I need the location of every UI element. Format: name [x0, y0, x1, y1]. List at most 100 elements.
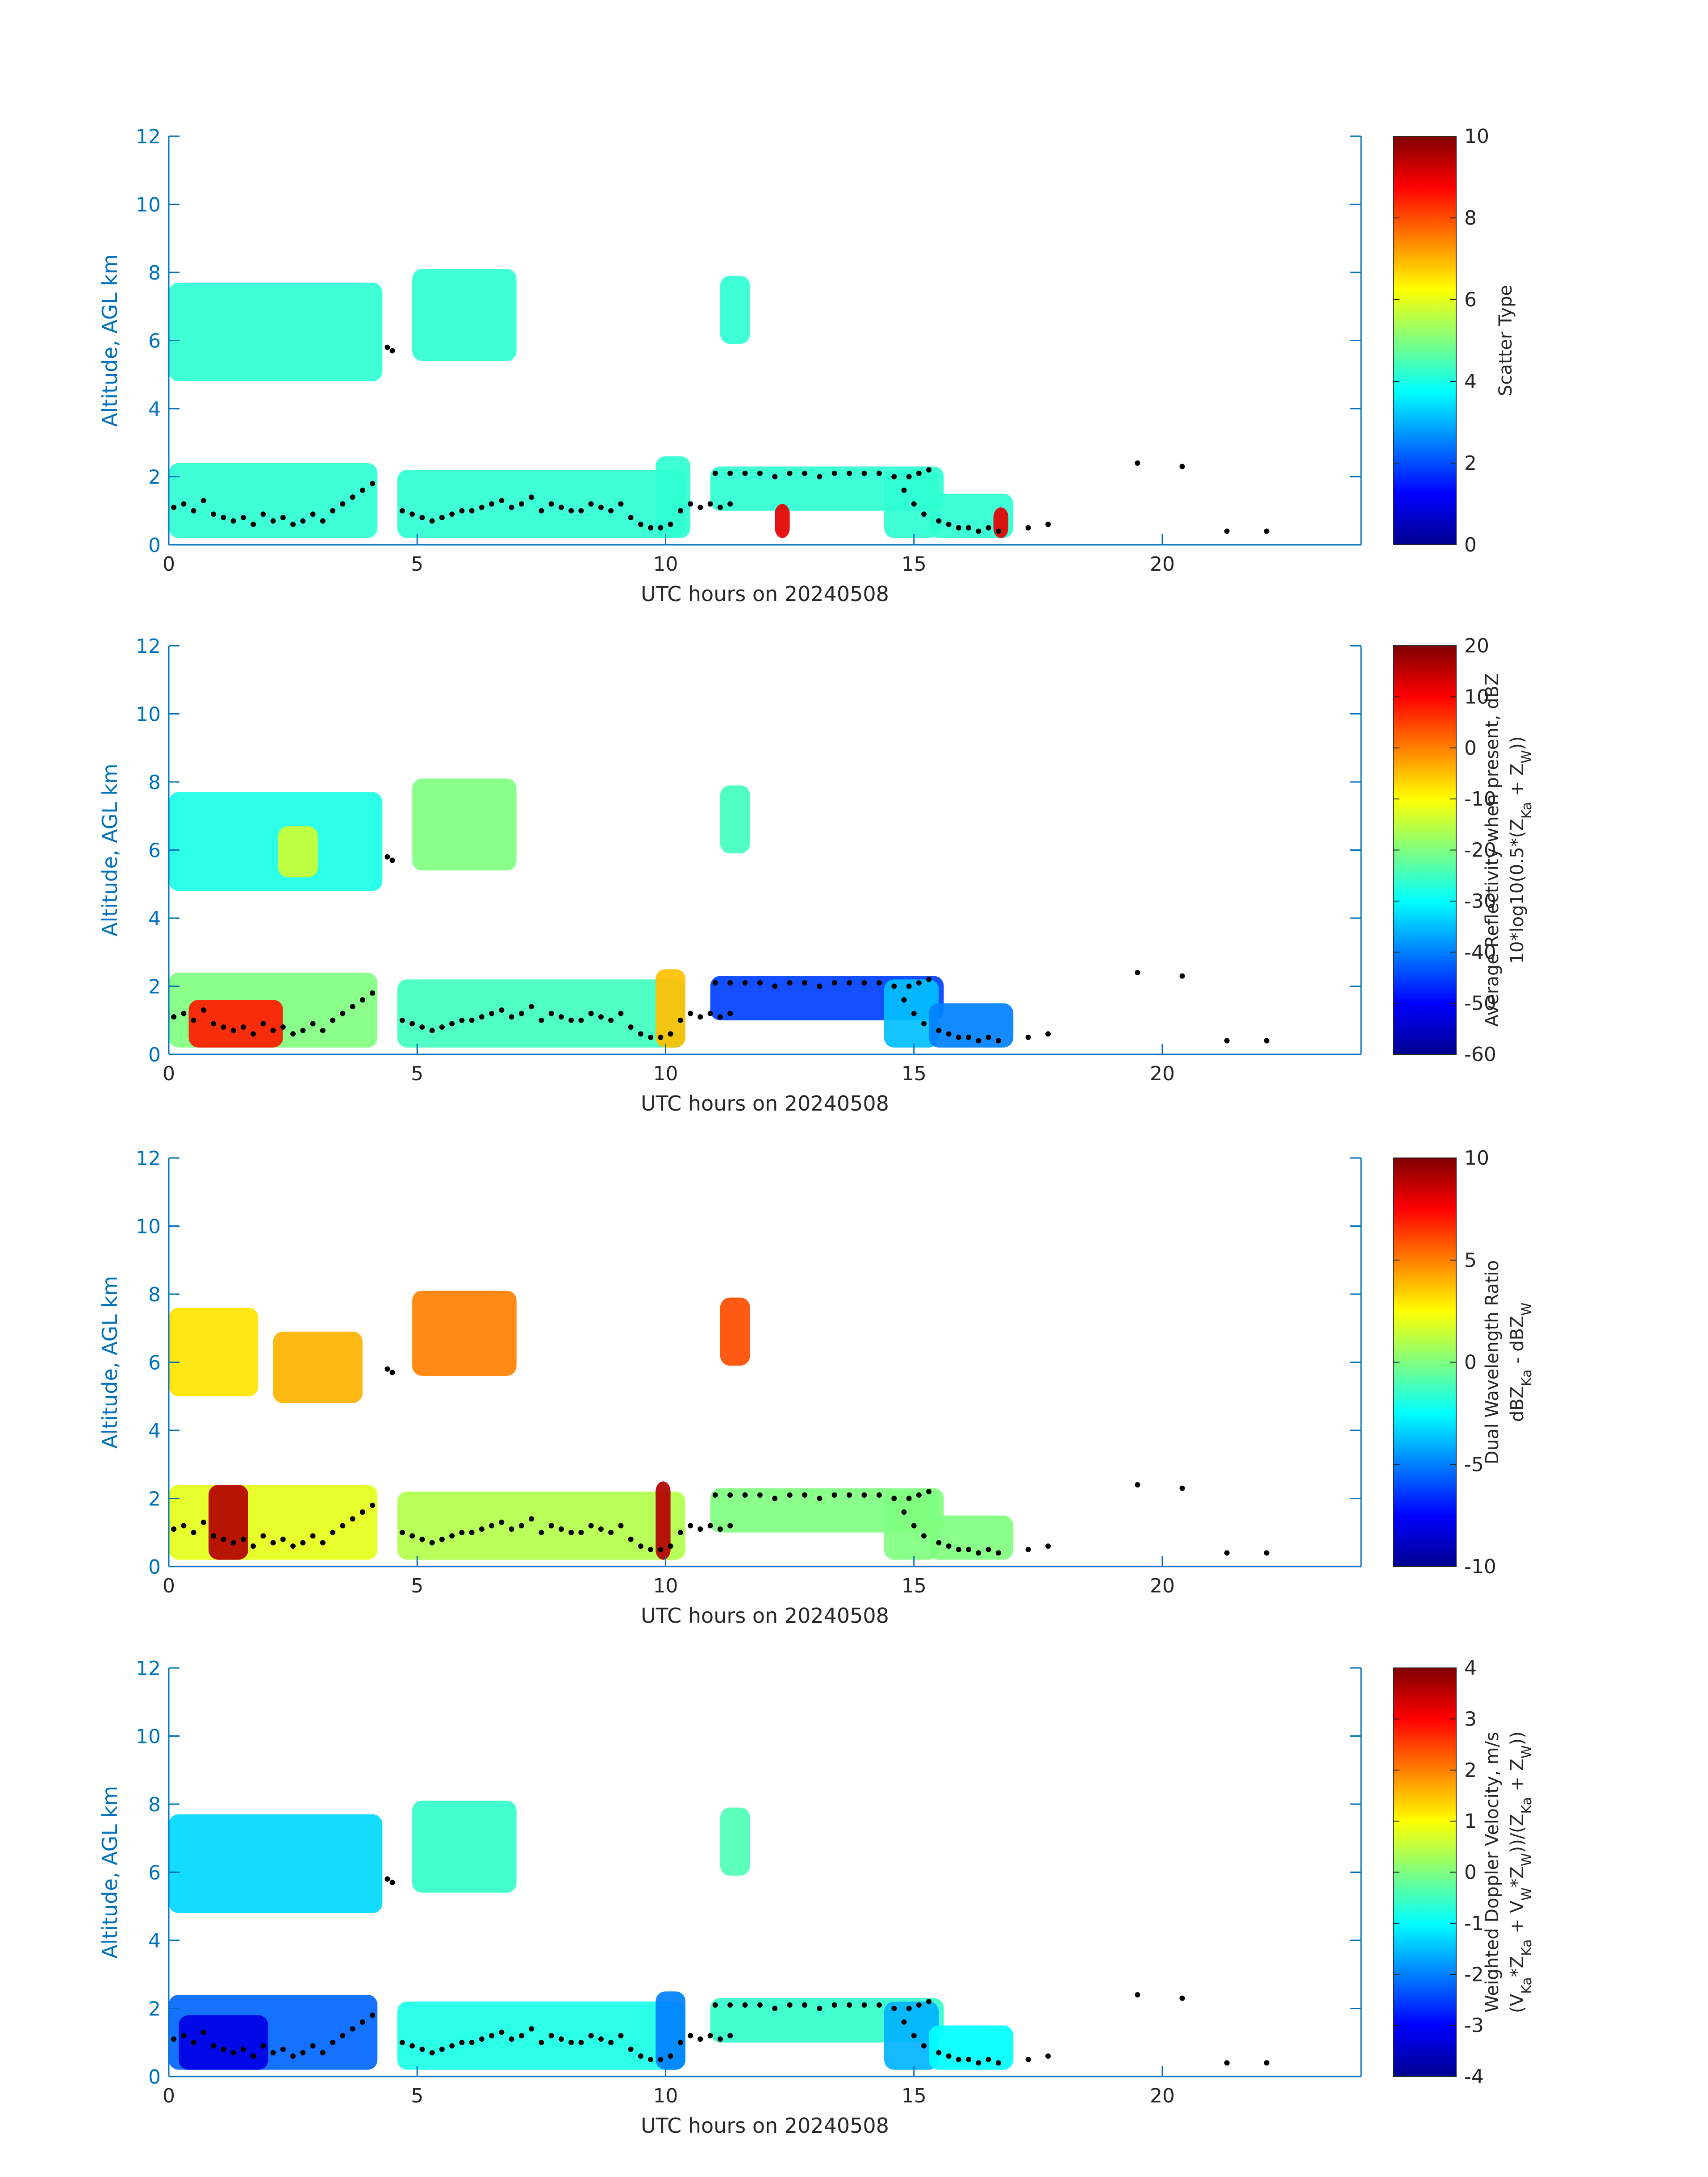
colorbar-tick-label: 10 — [1464, 125, 1489, 148]
y-tick-label: 4 — [148, 907, 161, 930]
cloud-region — [720, 1297, 750, 1366]
cloud-base-marker — [772, 474, 778, 480]
cloud-base-marker — [817, 2006, 823, 2011]
cloud-base-marker — [802, 2002, 807, 2008]
cloud-base-marker — [926, 1999, 932, 2005]
cloud-base-marker — [995, 2060, 1001, 2066]
cloud-region — [412, 778, 517, 871]
x-tick-label: 20 — [1150, 2085, 1175, 2107]
cloud-base-marker — [568, 508, 574, 514]
cloud-base-marker — [688, 501, 693, 507]
y-tick-label: 0 — [148, 2066, 161, 2089]
y-tick-label: 4 — [148, 398, 161, 421]
cloud-base-marker — [280, 2047, 286, 2052]
cloud-base-marker — [1179, 464, 1185, 469]
x-tick-label: 10 — [653, 553, 678, 576]
cloud-base-marker — [976, 528, 981, 534]
cloud-base-marker — [221, 515, 226, 520]
cloud-base-marker — [618, 501, 624, 507]
cloud-base-marker — [211, 511, 217, 517]
cloud-base-marker — [861, 980, 867, 986]
cloud-base-marker — [548, 1523, 554, 1529]
cloud-base-marker — [384, 854, 390, 860]
cloud-base-marker — [370, 1502, 376, 1508]
cloud-base-marker — [911, 501, 917, 507]
cloud-base-marker — [911, 1011, 917, 1016]
cloud-region — [929, 493, 1014, 538]
cloud-base-marker — [518, 1523, 524, 1529]
x-tick-label: 15 — [902, 1062, 927, 1085]
x-tick-label: 5 — [411, 553, 423, 576]
y-tick-label: 12 — [136, 635, 161, 658]
cloud-region — [209, 1485, 248, 1560]
cloud-base-marker — [966, 1034, 972, 1040]
x-tick-label: 0 — [163, 553, 175, 576]
cloud-base-marker — [230, 1540, 236, 1546]
x-tick-label: 5 — [411, 1062, 423, 1085]
cloud-base-marker — [320, 518, 326, 524]
colorbar-tick-label: -5 — [1464, 1453, 1484, 1476]
cloud-base-marker — [1045, 522, 1051, 527]
cloud-base-marker — [529, 2026, 535, 2032]
cloud-base-marker — [688, 1011, 693, 1016]
colorbar-tick-label: -60 — [1464, 1043, 1496, 1066]
cloud-base-marker — [946, 2053, 952, 2059]
x-tick-label: 15 — [902, 553, 927, 576]
cloud-base-marker — [310, 2043, 316, 2049]
cloud-base-marker — [558, 1014, 564, 1020]
cloud-base-marker — [419, 1537, 425, 1542]
cloud-base-marker — [489, 2033, 495, 2039]
cloud-base-marker — [608, 2039, 614, 2045]
x-tick-label: 10 — [653, 1575, 678, 1597]
cloud-base-marker — [230, 518, 236, 524]
cloud-base-marker — [668, 522, 673, 527]
y-tick-labels: 0 2 4 6 8 10 12 — [136, 1147, 1361, 1579]
cloud-base-marker — [459, 1017, 465, 1023]
cloud-base-marker — [628, 1537, 634, 1542]
cloud-base-marker — [499, 1007, 505, 1013]
cloud-base-marker — [1264, 1038, 1270, 1044]
cloud-base-marker — [439, 515, 445, 520]
y-tick-label: 2 — [148, 466, 161, 489]
cloud-base-marker — [280, 1537, 286, 1542]
cloud-region — [929, 1515, 1014, 1560]
cloud-base-marker — [270, 518, 276, 524]
cloud-base-marker — [499, 1519, 505, 1525]
cloud-base-marker — [901, 2019, 907, 2025]
cloud-base-marker — [916, 980, 922, 986]
cloud-base-marker — [290, 2053, 296, 2059]
cloud-base-marker — [499, 497, 505, 503]
x-axis-label: UTC hours on 20240508 — [641, 1604, 889, 1628]
cloud-base-marker — [509, 1014, 514, 1020]
cloud-base-marker — [270, 1028, 276, 1033]
cloud-base-marker — [901, 1509, 907, 1515]
cloud-base-marker — [986, 1546, 991, 1552]
colorbar-label: Scatter Type — [1495, 285, 1516, 396]
cloud-region — [169, 1814, 383, 1913]
cloud-base-marker — [419, 515, 425, 520]
colorbar-tick-label: 2 — [1464, 1759, 1477, 1782]
cloud-base-marker — [986, 525, 991, 531]
cloud-base-marker — [986, 1034, 991, 1040]
cloud-base-marker — [742, 1492, 748, 1498]
cloud-base-marker — [1025, 2056, 1031, 2062]
cloud-base-marker — [588, 1523, 594, 1529]
cloud-base-marker — [529, 494, 535, 500]
cloud-base-marker — [459, 508, 465, 514]
colorbar-tick-label: -3 — [1464, 2014, 1484, 2037]
cloud-base-marker — [668, 2053, 673, 2059]
plot-area — [169, 1801, 1270, 2070]
cloud-base-marker — [677, 1017, 683, 1023]
cloud-base-marker — [429, 1028, 435, 1033]
cloud-base-marker — [350, 494, 355, 500]
cloud-base-marker — [658, 2056, 664, 2062]
cloud-base-marker — [1045, 1543, 1051, 1549]
cloud-base-marker — [727, 470, 733, 476]
cloud-region — [169, 463, 378, 538]
cloud-base-marker — [1025, 525, 1031, 531]
cloud-base-marker — [638, 1543, 643, 1549]
cloud-base-marker — [697, 1526, 703, 1532]
cloud-base-marker — [598, 505, 604, 510]
colorbar-tick-label: 4 — [1464, 1657, 1477, 1680]
x-tick-label: 0 — [163, 1062, 175, 1085]
